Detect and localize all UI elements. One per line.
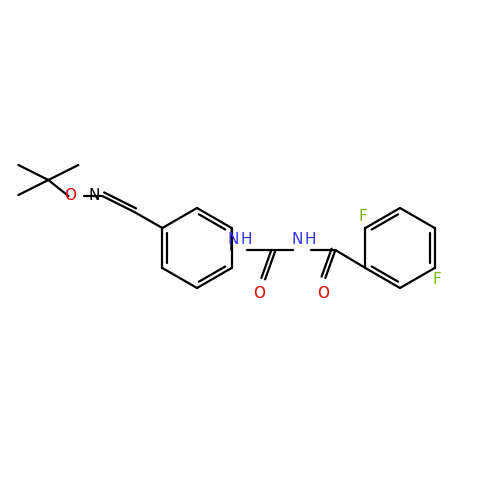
Text: F: F: [432, 272, 441, 287]
Text: O: O: [64, 188, 76, 204]
Text: H: H: [240, 232, 252, 247]
Text: N: N: [292, 232, 304, 247]
Text: H: H: [304, 232, 316, 247]
Text: F: F: [359, 209, 368, 224]
Text: N: N: [89, 188, 101, 204]
Text: O: O: [318, 286, 330, 301]
Text: O: O: [254, 286, 266, 301]
Text: N: N: [228, 232, 239, 247]
